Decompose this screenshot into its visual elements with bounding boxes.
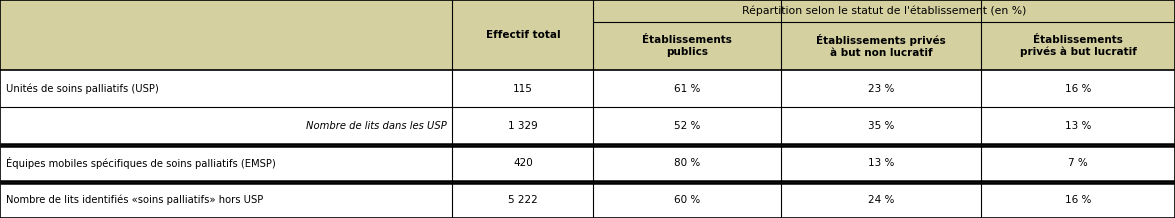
Bar <box>0 107 1175 144</box>
Text: 80 %: 80 % <box>674 157 700 167</box>
Text: 61 %: 61 % <box>674 83 700 94</box>
Text: Nombre de lits identifiés «soins palliatifs» hors USP: Nombre de lits identifiés «soins palliat… <box>6 194 263 205</box>
Bar <box>0 181 1175 218</box>
Text: 16 %: 16 % <box>1065 194 1092 204</box>
Text: Nombre de lits dans les USP: Nombre de lits dans les USP <box>306 121 446 131</box>
Text: Établissements
publics: Établissements publics <box>643 35 732 57</box>
Text: 16 %: 16 % <box>1065 83 1092 94</box>
Text: 115: 115 <box>513 83 532 94</box>
Text: 420: 420 <box>513 157 532 167</box>
Bar <box>593 0 1175 22</box>
Bar <box>0 144 1175 181</box>
Text: Unités de soins palliatifs (USP): Unités de soins palliatifs (USP) <box>6 83 159 94</box>
Text: 1 329: 1 329 <box>508 121 538 131</box>
Text: Effectif total: Effectif total <box>485 30 560 40</box>
Text: 24 %: 24 % <box>868 194 894 204</box>
Bar <box>593 22 1175 70</box>
Text: Établissements
privés à but lucratif: Établissements privés à but lucratif <box>1020 35 1136 57</box>
Text: Répartition selon le statut de l'établissement (en %): Répartition selon le statut de l'établis… <box>741 6 1027 16</box>
Text: 7 %: 7 % <box>1068 157 1088 167</box>
Bar <box>452 0 593 70</box>
Text: Établissements privés
à but non lucratif: Établissements privés à but non lucratif <box>817 34 946 58</box>
Text: 52 %: 52 % <box>674 121 700 131</box>
Text: Équipes mobiles spécifiques de soins palliatifs (EMSP): Équipes mobiles spécifiques de soins pal… <box>6 157 276 169</box>
Text: 13 %: 13 % <box>868 157 894 167</box>
Text: 23 %: 23 % <box>868 83 894 94</box>
Bar <box>0 70 1175 107</box>
Text: 5 222: 5 222 <box>508 194 538 204</box>
Text: 35 %: 35 % <box>868 121 894 131</box>
Bar <box>0 0 452 70</box>
Text: 13 %: 13 % <box>1065 121 1092 131</box>
Text: 60 %: 60 % <box>674 194 700 204</box>
